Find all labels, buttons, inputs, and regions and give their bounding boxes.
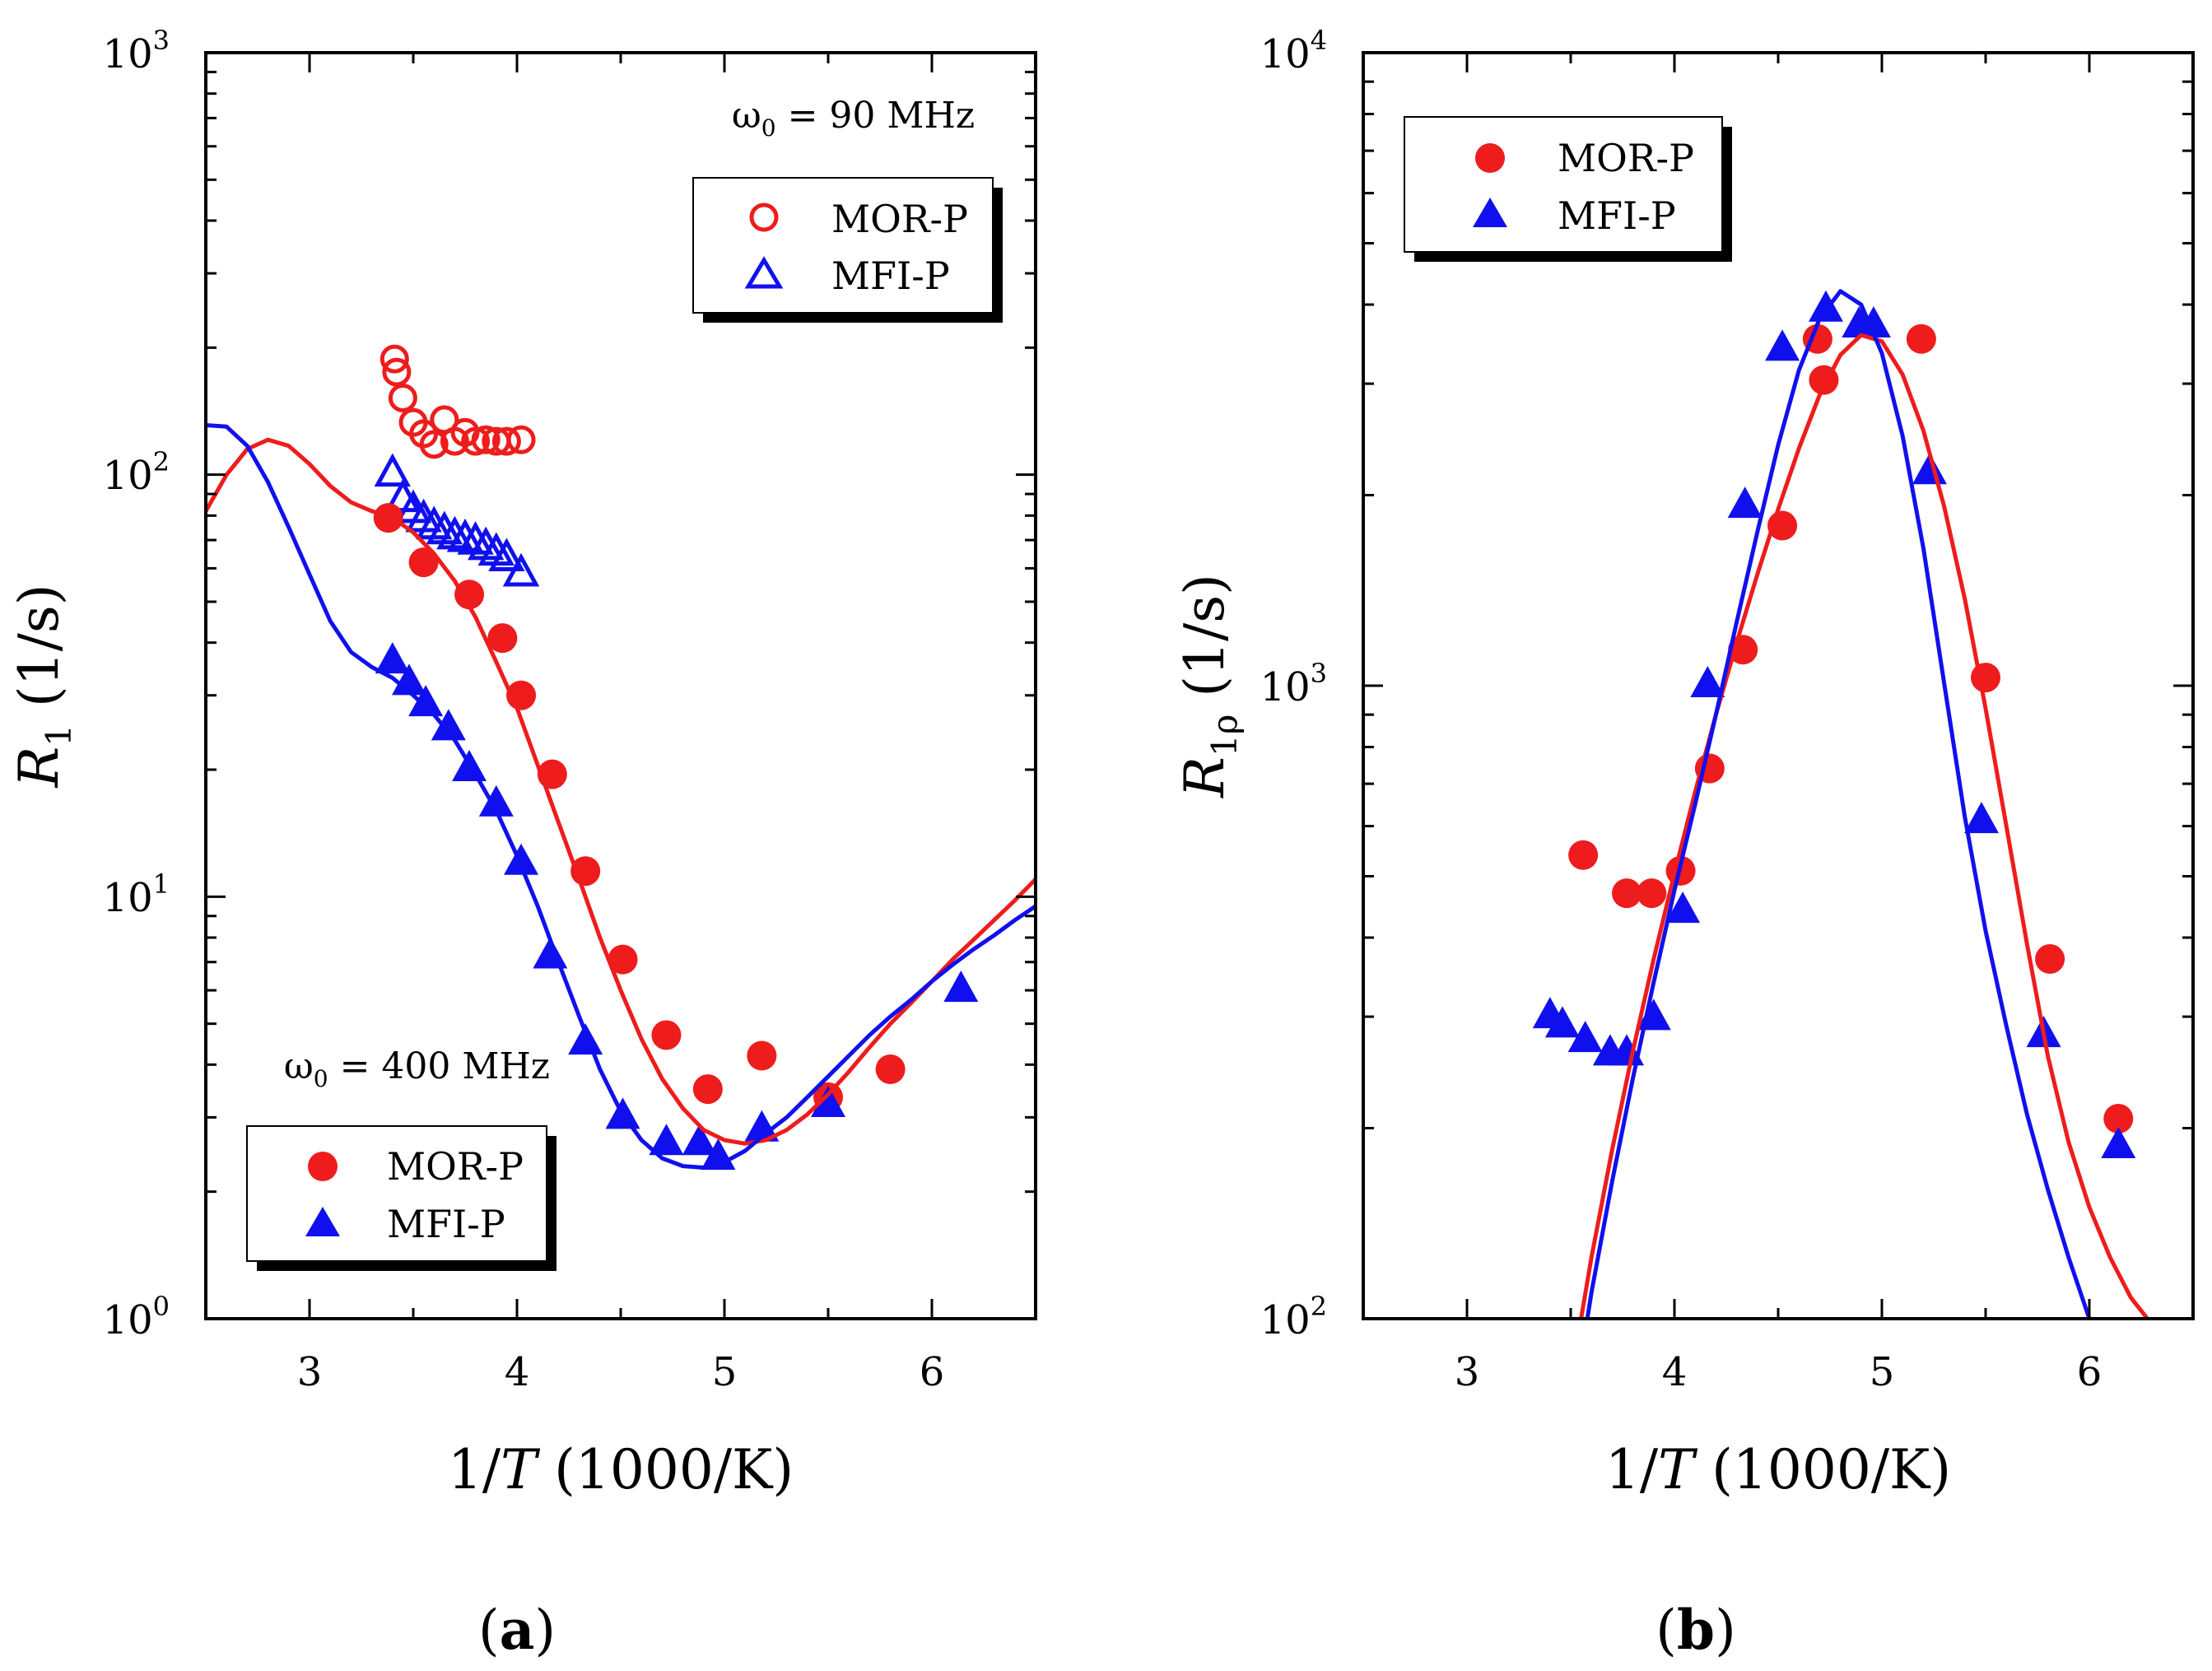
data-point-filled-circle [487,623,518,654]
data-point-filled-triangle [478,784,514,817]
legend-filled-circle-marker [308,1152,338,1181]
legend-filled-circle-marker [1475,143,1505,173]
panel-a-x-axis-title: 1/T (1000/K) [448,1438,794,1501]
data-point-filled-circle [875,1054,906,1084]
data-point-filled-circle [1906,323,1936,354]
panel-a-legend-90mhz: MOR-P MFI-P [692,177,1003,323]
panel-a-xtick-label: 6 [920,1349,945,1395]
data-point-open-circle [506,425,536,454]
panel-b-xtick-label: 4 [1662,1349,1688,1395]
panel-b-data-layer [1532,289,2150,1319]
data-point-filled-circle [2035,944,2065,975]
fit-line-blue [1585,289,2092,1319]
panel-b-xtick-label: 6 [2077,1349,2103,1395]
data-point-filled-triangle [504,843,539,875]
data-point-filled-triangle [682,1124,717,1156]
data-point-open-triangle [502,552,540,587]
data-point-open-triangle [374,453,412,487]
panel-b-ytick-label: 104 [1260,25,1327,77]
data-point-open-circle [471,425,501,454]
panel-a-ticks [204,51,1037,1320]
panel-b-ticks [1362,51,2195,1320]
data-point-filled-triangle [1544,1006,1580,1038]
data-point-filled-circle [1637,878,1667,909]
data-point-open-circle [491,426,521,456]
data-point-filled-triangle [1665,891,1701,924]
data-point-filled-triangle [375,642,410,674]
panel-b-label: (b) [1656,1598,1736,1662]
data-point-filled-circle [408,547,439,578]
data-point-filled-triangle [1727,486,1763,519]
data-point-filled-circle [692,1074,723,1105]
panel-a-xtick-label: 5 [712,1349,738,1395]
panel-a-ytick-label: 102 [103,446,170,499]
data-point-open-triangle [436,515,473,550]
legend-label: MFI-P [387,1202,505,1246]
panel-b-ytick-label: 103 [1260,658,1327,710]
data-point-filled-triangle [431,709,466,741]
panel-b-xtick-label: 3 [1455,1349,1480,1395]
panel-a-xtick-label: 3 [297,1349,323,1395]
legend-label: MOR-P [831,197,968,241]
panel-a-label: (a) [478,1598,556,1662]
panel-a: 3 4 5 6 100 101 102 103 1/T (1000/K) R1 … [7,25,1037,1662]
legend-label: MOR-P [387,1144,524,1189]
data-point-filled-triangle [408,685,444,717]
legend-open-triangle-marker [744,256,784,289]
data-point-open-circle [382,357,412,387]
panel-a-xtick-label: 4 [505,1349,530,1395]
legend-filled-triangle-marker [305,1207,340,1236]
panel-a-annotation-400mhz: ω0 = 400 MHz [284,1045,550,1092]
panel-a-data-layer [206,344,1036,1171]
panel-b-x-axis-title: 1/T (1000/K) [1605,1438,1951,1501]
data-point-filled-circle [608,944,638,975]
panel-a-legend-400mhz: MOR-P MFI-P [246,1125,556,1271]
panel-a-ytick-label: 103 [103,25,170,77]
data-point-filled-circle [2103,1104,2134,1134]
legend-label: MFI-P [831,254,950,298]
data-point-filled-triangle [568,1023,603,1055]
data-point-filled-triangle [811,1086,845,1118]
data-point-open-circle [419,430,449,459]
data-point-filled-triangle [1765,329,1800,361]
data-point-open-circle [388,383,417,412]
panel-a-ytick-label: 101 [103,868,170,921]
data-point-filled-triangle [649,1124,684,1156]
panel-b-ytick-label: 102 [1260,1291,1327,1343]
data-point-filled-circle [651,1020,682,1050]
legend-open-circle-marker [749,202,779,232]
panel-a-y-axis-title: R1 (1/s) [7,584,79,788]
panel-b-xtick-label: 5 [1870,1349,1895,1395]
data-point-filled-triangle [1963,802,1999,834]
data-point-filled-triangle [1912,453,1947,485]
data-point-filled-circle [1612,878,1642,909]
panel-a-annotation-90mhz: ω0 = 90 MHz [732,95,975,142]
panel-b-legend: MOR-P MFI-P [1404,116,1732,262]
fit-line-red [1579,333,2150,1319]
data-point-open-circle [461,426,491,456]
data-point-filled-circle [1971,663,2000,693]
data-point-filled-triangle [1856,306,1891,338]
data-point-filled-triangle [943,970,979,1003]
data-point-filled-triangle [744,1110,780,1142]
fit-line-red [206,437,1036,1146]
legend-label: MOR-P [1558,136,1694,180]
data-point-filled-triangle [1808,290,1843,322]
data-point-filled-circle [454,579,485,610]
panel-b-y-axis-title: R1ρ (1/s) [1173,574,1245,798]
legend-filled-triangle-marker [1473,198,1507,227]
data-point-filled-circle [747,1040,777,1071]
data-point-open-circle [380,344,409,374]
data-point-open-triangle [446,518,484,552]
data-point-filled-triangle [1690,666,1725,697]
data-point-filled-triangle [2101,1126,2136,1158]
panel-a-ytick-label: 100 [103,1291,170,1343]
panel-b: 3 4 5 6 102 103 104 1/T (1000/K) R1ρ (1/… [1173,25,2195,1662]
data-point-open-triangle [488,538,525,572]
data-point-filled-triangle [1567,1021,1603,1053]
fit-line-blue [206,423,1036,1170]
legend-label: MFI-P [1558,193,1676,238]
data-point-filled-circle [1568,840,1599,870]
